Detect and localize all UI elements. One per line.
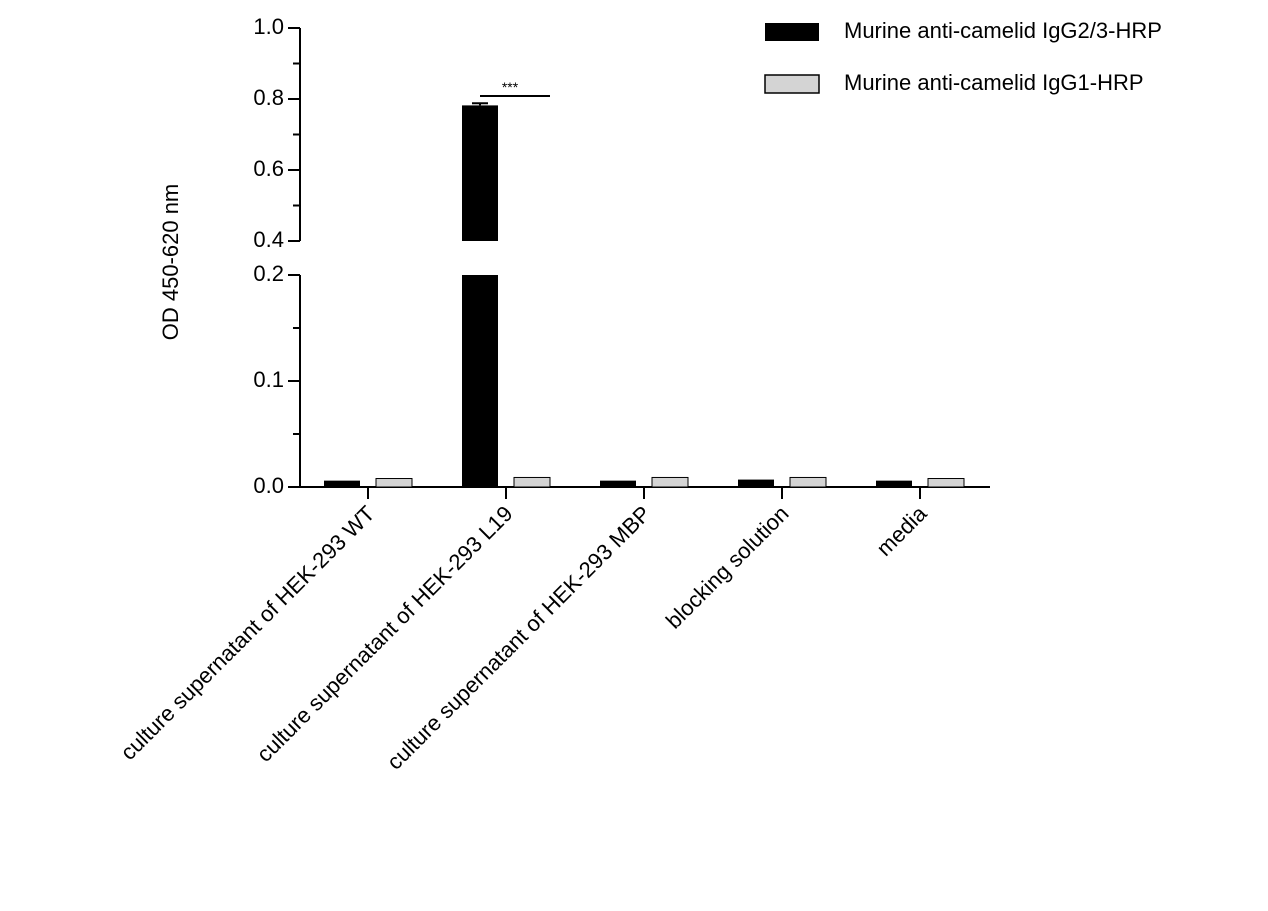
y-upper-tick-label: 0.6: [253, 156, 284, 181]
bar-igg1: [375, 478, 413, 488]
legend-swatch: [764, 74, 820, 94]
x-tick-label: culture supernatant of HEK-293 MBP: [382, 501, 656, 775]
x-tick-label: blocking solution: [661, 501, 794, 634]
bar-igg23: [462, 105, 498, 241]
x-tick-label: culture supernatant of HEK-293 WT: [115, 501, 379, 765]
bar-igg23: [324, 480, 360, 487]
bar-igg23: [738, 479, 774, 487]
y-upper-tick-label: 1.0: [253, 14, 284, 39]
x-tick-label: culture supernatant of HEK-293 L19: [252, 501, 518, 767]
bar-igg1: [513, 476, 551, 488]
y-lower-tick-label: 0.0: [253, 473, 284, 498]
legend-label: Murine anti-camelid IgG1-HRP: [844, 70, 1144, 95]
bar-igg1: [927, 478, 965, 488]
y-axis-label: OD 450-620 nm: [158, 184, 183, 341]
plot-area: 0.0 0.1 0.2 0.4 0.6 0.8 1.0 culture supernatant…: [115, 14, 1161, 775]
bar-igg1: [789, 476, 827, 488]
bar-igg1: [651, 476, 689, 488]
bar-igg23: [462, 275, 498, 487]
legend-swatch: [765, 23, 819, 41]
y-upper-tick-label: 0.4: [253, 227, 284, 252]
bar-igg23: [600, 480, 636, 487]
bar-igg23: [876, 480, 912, 487]
y-lower-tick-label: 0.1: [253, 367, 284, 392]
legend-label: Murine anti-camelid IgG2/3-HRP: [844, 18, 1162, 43]
significance-label: ***: [502, 79, 519, 95]
y-upper-tick-label: 0.8: [253, 85, 284, 110]
y-lower-tick-label: 0.2: [253, 261, 284, 286]
x-tick-label: media: [871, 500, 932, 561]
